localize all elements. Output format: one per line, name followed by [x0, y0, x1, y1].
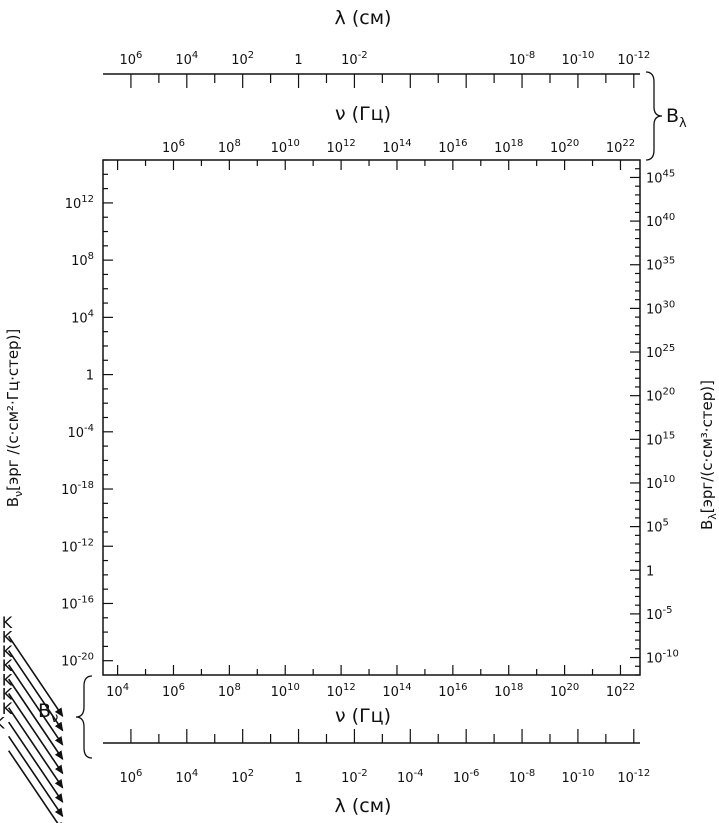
x-top-tick-label: 1020 — [550, 138, 579, 156]
y-right-tick-label: 1025 — [646, 343, 675, 361]
b-lambda-brace — [645, 71, 663, 161]
lambda-top-tick-label: 10-2 — [341, 50, 368, 68]
x-top-tick-label: 108 — [218, 138, 241, 156]
y-left-tick-label: 104 — [71, 308, 94, 326]
y-left-tick-label: 10-12 — [61, 537, 94, 555]
y-right-tick-label: 10-5 — [646, 605, 673, 623]
x-top-tick-label: 1010 — [271, 138, 300, 156]
lambda-bottom-tick-label: 104 — [175, 768, 198, 786]
y-left-tick-label: 10-20 — [61, 652, 94, 670]
y-left-tick-label: 10-16 — [61, 594, 94, 612]
lambda-bottom-tick-label: 10-8 — [509, 768, 536, 786]
curve-label: 10 K — [0, 713, 5, 732]
x-bottom-tick-label: 104 — [106, 682, 129, 700]
lambda-bottom-tick-label: 10-12 — [617, 768, 650, 786]
lambda-top-title: λ (см) — [335, 7, 392, 29]
x-bottom-tick-label: 1022 — [606, 682, 635, 700]
x-top-tick-label: 106 — [162, 138, 185, 156]
curve-label-arrow — [7, 664, 64, 746]
lambda-top-tick-label: 10-12 — [617, 50, 650, 68]
ticks-layer: 104 106 108 1010 1012 1014 1016 1018 1020 1022 106… — [61, 50, 679, 786]
b-lambda-brace-label: Bλ — [666, 105, 687, 131]
curve-label-arrow — [7, 721, 64, 803]
curve-label-arrow — [7, 692, 64, 775]
curve-label: 103 K — [0, 682, 13, 704]
lambda-top-tick-label: 1 — [294, 53, 302, 68]
lambda-top-tick-label: 10-8 — [509, 50, 536, 68]
x-bottom-tick-label: 108 — [218, 682, 241, 700]
lambda-bottom-title: λ (см) — [335, 795, 392, 817]
lambda-top-tick-label: 102 — [231, 50, 254, 68]
curve-label: 105 K — [0, 653, 13, 675]
y-right-tick-label: 1020 — [646, 387, 675, 405]
x-top-tick-label: 1012 — [326, 138, 355, 156]
lambda-top-tick-label: 106 — [119, 50, 142, 68]
curve-label-arrow — [7, 707, 64, 789]
lambda-bottom-tick-label: 1 — [294, 771, 302, 786]
lambda-top-tick-label: 104 — [175, 50, 198, 68]
lambda-top-tick-label: 10-10 — [561, 50, 594, 68]
curve-label-arrow — [7, 750, 64, 823]
b-nu-brace — [75, 675, 93, 759]
curve-label: 107 K — [0, 625, 13, 647]
curve-label: 104 K — [0, 667, 13, 689]
y-right-title: Bλ[эрг/(с·см³·стер)] — [698, 380, 719, 530]
x-top-tick-label: 1018 — [494, 138, 523, 156]
labels-layer: 1 K10 K102 K103 K104 K105 K106 K107 K108… — [0, 610, 64, 823]
plot-frame — [102, 159, 641, 676]
x-bottom-tick-label: 1016 — [438, 682, 467, 700]
y-right-tick-label: 1035 — [646, 256, 675, 274]
lambda-bottom-tick-label: 10-6 — [453, 768, 480, 786]
y-right-tick-label: 1045 — [646, 168, 675, 186]
curve-label: 102 K — [0, 696, 13, 718]
x-bottom-tick-label: 1018 — [494, 682, 523, 700]
y-left-tick-label: 1 — [86, 369, 94, 384]
lambda-bottom-tick-label: 102 — [231, 768, 254, 786]
y-right-tick-label: 1030 — [646, 299, 675, 317]
curve-label-arrow — [7, 635, 64, 718]
y-right-tick-label: 1 — [646, 564, 654, 579]
x-top-tick-label: 1016 — [438, 138, 467, 156]
lambda-bottom-tick-label: 106 — [119, 768, 142, 786]
x-bottom-tick-label: 1014 — [382, 682, 411, 700]
nu-top-title: ν (Гц) — [335, 103, 391, 125]
x-top-tick-label: 1022 — [606, 138, 635, 156]
x-bottom-tick-label: 1012 — [326, 682, 355, 700]
curve-label: 108 K — [0, 610, 13, 632]
y-left-tick-label: 10-4 — [67, 423, 94, 441]
y-right-tick-label: 105 — [646, 518, 669, 536]
x-bottom-tick-label: 106 — [162, 682, 185, 700]
y-right-tick-label: 1010 — [646, 474, 675, 492]
lambda-bottom-tick-label: 10-4 — [397, 768, 424, 786]
y-left-tick-label: 108 — [71, 251, 94, 269]
y-right-tick-label: 10-10 — [646, 649, 679, 667]
curve-label-arrow — [7, 678, 64, 760]
y-left-tick-label: 10-18 — [61, 480, 94, 498]
y-left-tick-label: 1012 — [65, 194, 94, 212]
lambda-bottom-tick-label: 10-10 — [561, 768, 594, 786]
curve-label-arrow — [7, 735, 64, 818]
lambda-bottom-tick-label: 10-2 — [341, 768, 368, 786]
x-bottom-tick-label: 1020 — [550, 682, 579, 700]
curve-label-arrow — [7, 650, 64, 732]
curve-label: 106 K — [0, 639, 13, 661]
x-bottom-tick-label: 1010 — [271, 682, 300, 700]
nu-bottom-title: ν (Гц) — [335, 705, 391, 727]
y-right-tick-label: 1015 — [646, 430, 675, 448]
y-left-title: Bν[эрг /(с·см²·Гц·стер)] — [4, 329, 25, 508]
y-right-tick-label: 1040 — [646, 212, 675, 230]
x-top-tick-label: 1014 — [382, 138, 411, 156]
